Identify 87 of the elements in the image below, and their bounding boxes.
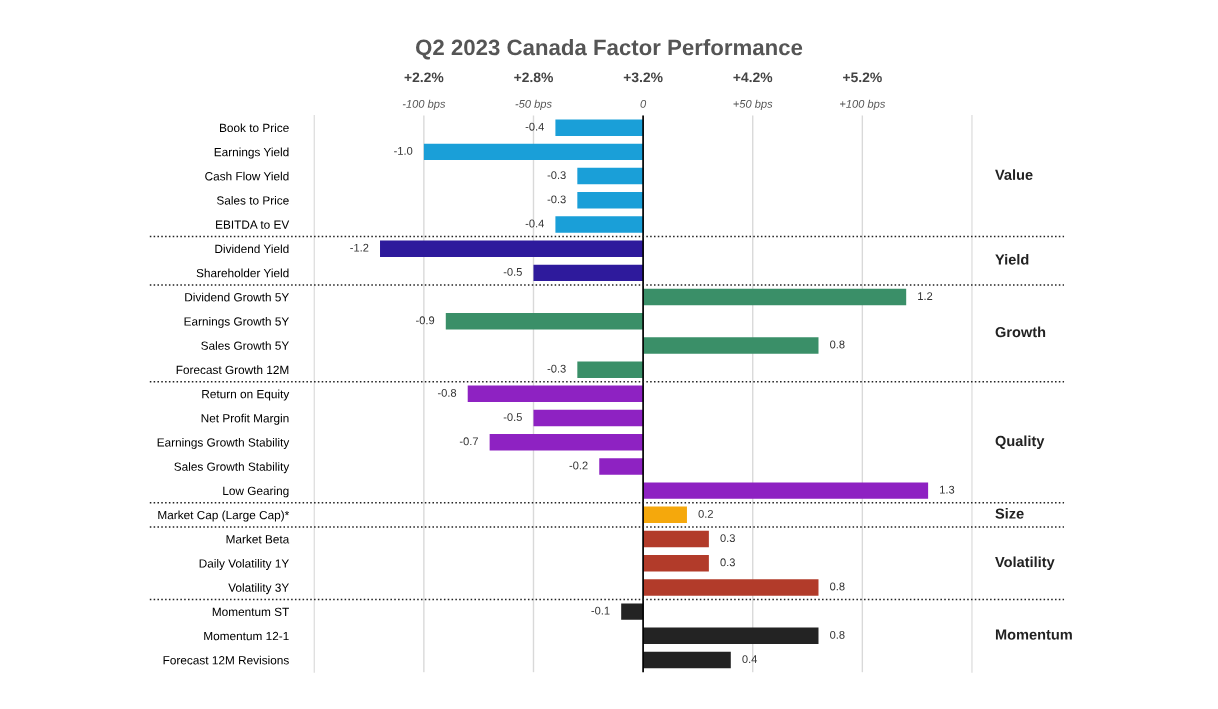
data-label: 1.2 <box>918 292 933 300</box>
bar <box>445 313 644 330</box>
bar <box>489 434 644 451</box>
y-tick-label: Dividend Yield <box>215 244 289 254</box>
data-label: -0.9 <box>416 316 435 325</box>
chart-title: Q2 2023 Canada Factor Performance <box>416 38 803 60</box>
bar <box>643 530 709 548</box>
data-label: -0.5 <box>503 413 522 422</box>
data-label: 0.8 <box>830 340 845 349</box>
bar <box>621 603 644 620</box>
text: +5.2% <box>843 72 882 83</box>
y-tick-label: Low Gearing <box>223 486 289 498</box>
y-tick-label: Forecast 12M Revisions <box>163 655 289 665</box>
y-tick-label: Return on Equity <box>202 389 290 401</box>
text: +2.2% <box>404 72 444 83</box>
data-label: -0.7 <box>459 437 478 446</box>
text: Value <box>995 169 1033 180</box>
data-label: -0.4 <box>525 122 544 131</box>
y-tick-label: Net Profit Margin <box>201 413 289 425</box>
text: Volatility <box>995 556 1055 571</box>
data-label: 0.3 <box>720 534 735 543</box>
bar <box>643 482 929 499</box>
data-label: -0.8 <box>437 388 457 397</box>
y-tick-label: Earnings Growth Stability <box>157 437 290 449</box>
bar <box>643 579 819 596</box>
data-label: 0.8 <box>830 630 845 639</box>
data-label: 0.3 <box>720 558 735 567</box>
bar <box>577 192 644 209</box>
y-tick-label: Book to Price <box>220 123 289 133</box>
y-tick-label: Daily Volatility 1Y <box>199 558 289 570</box>
bar <box>380 240 644 257</box>
text: Yield <box>995 253 1029 265</box>
bar <box>577 361 644 378</box>
y-tick-label: Market Cap (Large Cap)* <box>158 510 290 522</box>
y-tick-label: Earnings Growth 5Y <box>184 316 289 328</box>
y-tick-label: Sales to Price <box>216 195 289 205</box>
y-tick-label: Sales Growth 5Y <box>201 341 289 350</box>
x2-tick-label: -100 bps <box>402 99 446 111</box>
data-label: -0.3 <box>547 195 566 204</box>
data-label: -0.3 <box>547 364 566 373</box>
text: +2.8% <box>514 72 553 83</box>
y-tick-label: Dividend Growth 5Y <box>185 292 289 302</box>
bar <box>423 143 644 161</box>
data-label: 0.2 <box>698 509 713 518</box>
y-tick-label: Shareholder Yield <box>196 268 289 278</box>
text: Growth <box>995 326 1046 338</box>
bar <box>577 167 644 185</box>
data-label: -1.2 <box>350 243 369 252</box>
data-label: -1.0 <box>394 146 413 155</box>
bar <box>555 119 644 136</box>
data-label: 0.8 <box>830 582 845 591</box>
x2-tick-label: +50 bps <box>733 99 773 111</box>
y-tick-label: Earnings Yield <box>214 147 289 159</box>
data-label: -0.1 <box>591 606 610 615</box>
bar <box>643 506 687 524</box>
bar <box>643 337 819 354</box>
bar <box>643 288 907 306</box>
y-tick-label: Sales Growth Stability <box>174 462 290 474</box>
y-tick-label: Momentum 12-1 <box>204 631 289 641</box>
data-label: -0.4 <box>525 219 544 228</box>
bar <box>643 651 731 669</box>
y-tick-label: Forecast Growth 12M <box>176 365 289 375</box>
data-label: -0.5 <box>503 267 522 276</box>
x2-tick-label: -50 bps <box>515 99 552 111</box>
bar <box>643 627 819 645</box>
text: Size <box>995 508 1024 519</box>
y-tick-label: Market Beta <box>226 534 290 544</box>
y-tick-label: EBITDA to EV <box>216 220 290 229</box>
bar <box>555 216 644 233</box>
text: Momentum <box>995 629 1072 640</box>
data-label: -0.3 <box>547 171 566 180</box>
y-tick-label: Volatility 3Y <box>228 583 289 595</box>
bar <box>599 458 644 475</box>
bar <box>533 264 644 282</box>
text: +3.2% <box>623 72 663 83</box>
y-tick-label: Momentum ST <box>212 607 289 617</box>
x2-tick-label: +100 bps <box>840 99 886 111</box>
bar <box>467 385 644 403</box>
data-label: 1.3 <box>940 485 955 494</box>
data-label: -0.2 <box>569 461 588 470</box>
bar <box>643 555 709 572</box>
y-tick-label: Cash Flow Yield <box>205 171 289 181</box>
data-label: 0.4 <box>742 655 758 664</box>
text: Quality <box>995 435 1045 450</box>
bar <box>533 409 644 427</box>
text: +4.2% <box>733 72 773 83</box>
x2-tick-label: 0 <box>640 99 647 108</box>
